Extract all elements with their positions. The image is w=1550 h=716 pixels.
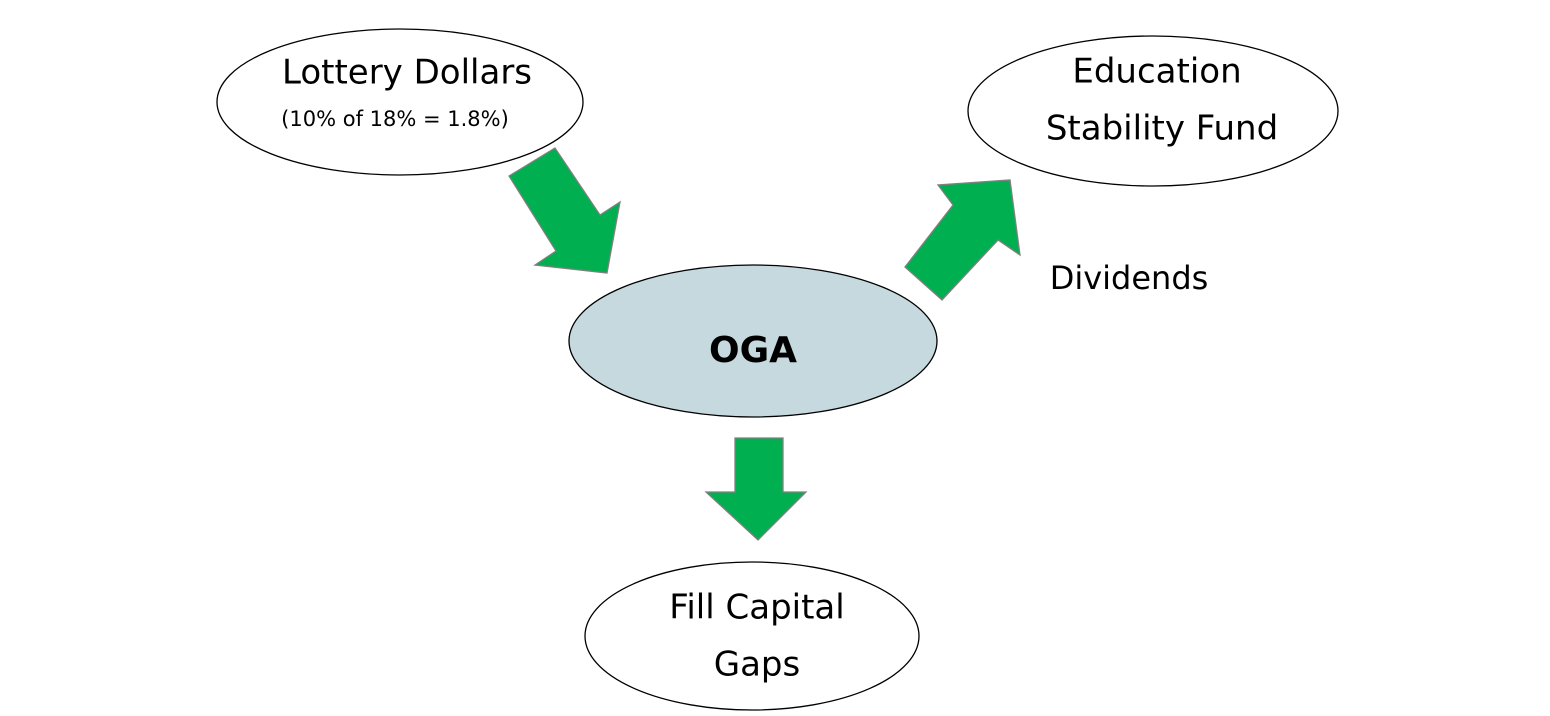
node-label: Education bbox=[1072, 52, 1241, 92]
node-label: OGA bbox=[709, 330, 797, 371]
fill-node bbox=[584, 561, 920, 711]
node-sublabel: (10% of 18% = 1.8%) bbox=[281, 107, 509, 131]
node-label: Fill Capital bbox=[669, 588, 844, 628]
education-node bbox=[967, 35, 1339, 187]
edge-label: Dividends bbox=[1050, 259, 1209, 297]
node-label: Stability Fund bbox=[1046, 109, 1278, 149]
oga-node bbox=[568, 264, 938, 418]
node-label: Gaps bbox=[714, 645, 800, 685]
node-label: Lottery Dollars bbox=[282, 53, 532, 93]
lottery-node bbox=[216, 28, 584, 176]
arrow bbox=[704, 437, 808, 541]
arrow bbox=[904, 179, 1021, 301]
arrow bbox=[508, 147, 621, 274]
